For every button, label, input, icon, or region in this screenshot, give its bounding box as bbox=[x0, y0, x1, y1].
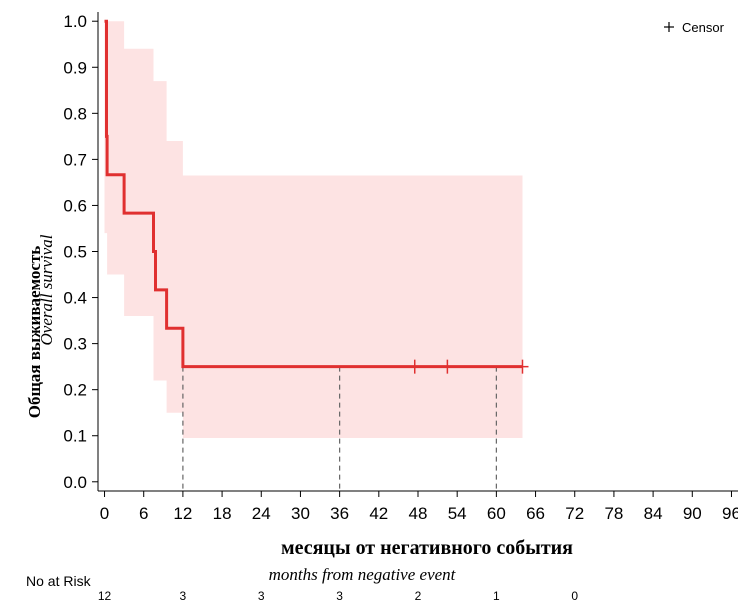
x-tick-label: 66 bbox=[526, 504, 545, 523]
censor-marks-layer bbox=[408, 359, 529, 374]
y-tick-label: 0.3 bbox=[63, 335, 87, 354]
y-axis-label-secondary: Overall survival bbox=[37, 234, 56, 345]
y-tick-label: 0.4 bbox=[63, 289, 87, 308]
confidence-band-layer bbox=[104, 21, 523, 438]
x-tick-label: 84 bbox=[644, 504, 663, 523]
y-tick-label: 1.0 bbox=[63, 12, 87, 31]
risk-count-48: 2 bbox=[415, 589, 422, 603]
x-tick-label: 30 bbox=[291, 504, 310, 523]
legend-censor-marker bbox=[664, 22, 674, 32]
y-tick-label: 0.5 bbox=[63, 243, 87, 262]
x-tick-label: 42 bbox=[369, 504, 388, 523]
survival-curve bbox=[104, 19, 523, 369]
x-tick-label: 6 bbox=[139, 504, 148, 523]
risk-count-72: 0 bbox=[571, 589, 578, 603]
y-tick-label: 0.2 bbox=[63, 381, 87, 400]
risk-count-36: 3 bbox=[336, 589, 343, 603]
survival-curve-layer bbox=[104, 19, 523, 369]
x-axis-label: месяцы от негативного события bbox=[281, 537, 573, 559]
x-tick-label: 36 bbox=[330, 504, 349, 523]
legend-censor-label: Censor bbox=[682, 20, 725, 35]
x-tick-label: 72 bbox=[565, 504, 584, 523]
x-tick-label: 60 bbox=[487, 504, 506, 523]
risk-count-24: 3 bbox=[258, 589, 265, 603]
y-tick-label: 0.7 bbox=[63, 150, 87, 169]
risk-table-counts: 12 3 3 3 2 1 0 bbox=[98, 589, 579, 603]
x-tick-label: 96 bbox=[722, 504, 738, 523]
x-tick-label: 54 bbox=[448, 504, 467, 523]
ci-band bbox=[104, 21, 523, 438]
x-tick-label: 90 bbox=[683, 504, 702, 523]
censor-mark-2 bbox=[516, 359, 529, 374]
x-axis-label-secondary: months from negative event bbox=[269, 565, 457, 584]
risk-count-12: 3 bbox=[180, 589, 187, 603]
axes-layer: 0.0 0.1 0.2 0.3 0.4 0.5 0.6 0.7 0.8 0.9 1.0 0 6 12 18 2… bbox=[63, 12, 738, 523]
y-tick-label: 0.8 bbox=[63, 104, 87, 123]
x-tick-label: 78 bbox=[604, 504, 623, 523]
x-tick-label: 24 bbox=[252, 504, 271, 523]
risk-table-title: No at Risk bbox=[26, 573, 92, 589]
y-tick-label: 0.1 bbox=[63, 427, 87, 446]
y-tick-label: 0.0 bbox=[63, 473, 87, 492]
risk-count-0: 12 bbox=[98, 589, 112, 603]
x-tick-label: 48 bbox=[409, 504, 428, 523]
reference-lines-layer bbox=[182, 366, 497, 491]
x-tick-label: 18 bbox=[213, 504, 232, 523]
x-tick-label: 0 bbox=[100, 504, 109, 523]
x-tick-label: 12 bbox=[173, 504, 192, 523]
risk-count-60: 1 bbox=[493, 589, 500, 603]
y-axis-label: Общая выживаемость bbox=[25, 246, 44, 419]
legend: Censor bbox=[664, 20, 725, 35]
y-tick-label: 0.9 bbox=[63, 58, 87, 77]
censor-mark-0 bbox=[408, 359, 421, 374]
y-tick-label: 0.6 bbox=[63, 196, 87, 215]
censor-mark-1 bbox=[441, 359, 454, 374]
